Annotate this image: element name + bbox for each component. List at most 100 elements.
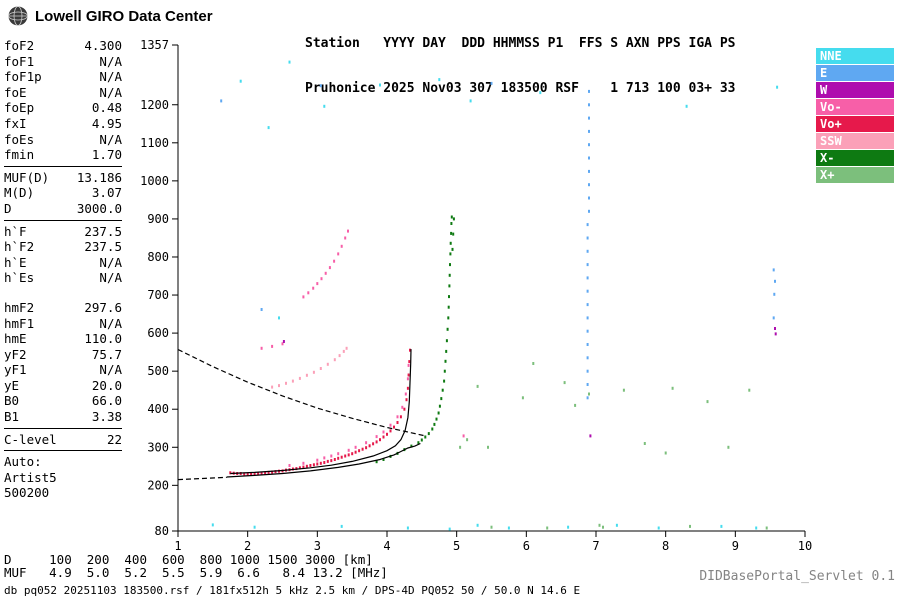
- parameter-label: foF2: [4, 38, 35, 53]
- parameter-value: 66.0: [91, 393, 122, 409]
- x-tick-label: 1: [174, 539, 181, 553]
- parameter-row: yF2 75.7: [4, 347, 122, 363]
- parameter-row: foE N/A: [4, 85, 122, 101]
- y-tick-label: 1357: [140, 38, 169, 52]
- parameter-value: N/A: [99, 270, 122, 286]
- parameter-value: 297.6: [84, 299, 122, 315]
- separator-line: [4, 450, 122, 452]
- parameter-row: MUF(D) 13.186: [4, 170, 122, 186]
- parameter-row: fxI 4.95: [4, 116, 122, 132]
- parameter-row: hmE 110.0: [4, 331, 122, 347]
- echo-series-second-hop: [271, 346, 348, 389]
- station-header-values: Pruhonice 2025 Nov03 307 183500 RSF 1 71…: [305, 81, 736, 96]
- y-tick-label: 600: [147, 326, 169, 340]
- parameter-label: MUF(D): [4, 169, 50, 185]
- parameter-label: yE: [4, 377, 20, 393]
- y-tick-label: 1000: [140, 174, 169, 188]
- legend-item-vo: Vo+: [816, 116, 894, 132]
- parameter-row: foF1 N/A: [4, 54, 122, 70]
- parameter-value: 75.7: [91, 346, 122, 362]
- legend-item-e: E: [816, 65, 894, 81]
- parameter-label: B0: [4, 393, 20, 409]
- echo-color-legend: NNE E W Vo- Vo+ SSW X- X+: [816, 48, 894, 184]
- echo-series-third-hop: [302, 229, 349, 299]
- parameter-value: N/A: [99, 362, 122, 378]
- parameter-row: fmin 1.70: [4, 147, 122, 163]
- y-tick-label: 800: [147, 250, 169, 264]
- parameter-value: N/A: [99, 84, 122, 100]
- parameter-row: D 3000.0: [4, 201, 122, 217]
- curve-profile-extrapolation: [177, 476, 227, 481]
- parameter-value: N/A: [99, 254, 122, 270]
- parameter-row: h`E N/A: [4, 255, 122, 271]
- station-header-block: Station YYYY DAY DDD HHMMSS P1 FFS S AXN…: [305, 6, 735, 111]
- x-tick-label: 9: [732, 539, 739, 553]
- separator-line: [4, 427, 122, 429]
- parameter-row: foF2 4.300: [4, 38, 122, 54]
- parameter-value: N/A: [99, 131, 122, 147]
- giro-globe-logo-icon: [8, 6, 28, 26]
- parameter-label: C-level: [4, 431, 57, 447]
- parameter-row: foF1p N/A: [4, 69, 122, 85]
- parameter-label: yF1: [4, 362, 27, 378]
- echo-series-x-trace: [375, 215, 455, 464]
- parameter-value: 237.5: [84, 239, 122, 255]
- parameter-value: N/A: [99, 53, 122, 69]
- parameter-label: foEs: [4, 131, 35, 147]
- x-tick-label: 10: [798, 539, 812, 553]
- parameter-row: foEs N/A: [4, 132, 122, 148]
- parameter-value: 20.0: [91, 377, 122, 393]
- parameter-row: B1 3.38: [4, 409, 122, 425]
- parameter-value: 0.48: [91, 100, 122, 116]
- auto-value: 500200: [4, 485, 50, 501]
- auto-label: Auto:: [4, 454, 42, 470]
- parameter-row: foEp 0.48: [4, 100, 122, 116]
- site-title: Lowell GIRO Data Center: [35, 7, 213, 25]
- parameter-row: h`F2 237.5: [4, 239, 122, 255]
- separator-line: [4, 165, 122, 167]
- x-tick-label: 3: [314, 539, 321, 553]
- parameter-label: M(D): [4, 185, 35, 201]
- parameter-value: 3.38: [91, 409, 122, 425]
- station-header-columns: Station YYYY DAY DDD HHMMSS P1 FFS S AXN…: [305, 36, 736, 51]
- legend-item-ssw: SSW: [816, 133, 894, 149]
- parameter-row: B0 66.0: [4, 393, 122, 409]
- parameter-label: h`F: [4, 223, 27, 239]
- parameter-value: 237.5: [84, 223, 122, 239]
- servlet-version-label: DIDBasePortal_Servlet 0.1: [699, 569, 895, 584]
- parameter-label: fmin: [4, 147, 35, 163]
- y-tick-label: 500: [147, 364, 169, 378]
- echo-series-o-trace-spread: [260, 342, 465, 467]
- muf-row: MUF 4.9 5.0 5.2 5.5 5.9 6.6 8.4 13.2 [MH…: [4, 565, 388, 580]
- parameter-label: hmF2: [4, 299, 35, 315]
- x-tick-label: 8: [662, 539, 669, 553]
- parameter-value: 4.95: [91, 115, 122, 131]
- parameter-label: hmF1: [4, 315, 35, 331]
- parameter-value: 4.300: [84, 38, 122, 53]
- legend-item-x: X+: [816, 167, 894, 183]
- y-tick-label: 1200: [140, 98, 169, 112]
- echo-series-noise-x+: [459, 362, 768, 530]
- parameter-value: 3000.0: [76, 200, 122, 216]
- parameter-row: h`Es N/A: [4, 270, 122, 286]
- parameter-row: C-level 22: [4, 432, 122, 448]
- parameter-row: hmF2 297.6: [4, 300, 122, 316]
- legend-item-nne: NNE: [816, 48, 894, 64]
- x-tick-label: 6: [523, 539, 530, 553]
- legend-item-w: W: [816, 82, 894, 98]
- x-tick-label: 2: [244, 539, 251, 553]
- distance-row: D 100 200 400 600 800 1000 1500 3000 [km…: [4, 552, 373, 567]
- legend-item-vo: Vo-: [816, 99, 894, 115]
- parameter-label: foEp: [4, 100, 35, 116]
- parameter-value: N/A: [99, 69, 122, 85]
- parameter-label: B1: [4, 409, 20, 425]
- echo-series-noise-nne: [211, 60, 779, 531]
- parameter-label: D: [4, 200, 12, 216]
- parameter-label: hmE: [4, 331, 27, 347]
- parameter-value: 110.0: [84, 331, 122, 347]
- echo-series-noise-e: [220, 81, 776, 400]
- auto-value: Artist5: [4, 469, 57, 485]
- x-tick-label: 5: [453, 539, 460, 553]
- legend-item-x: X-: [816, 150, 894, 166]
